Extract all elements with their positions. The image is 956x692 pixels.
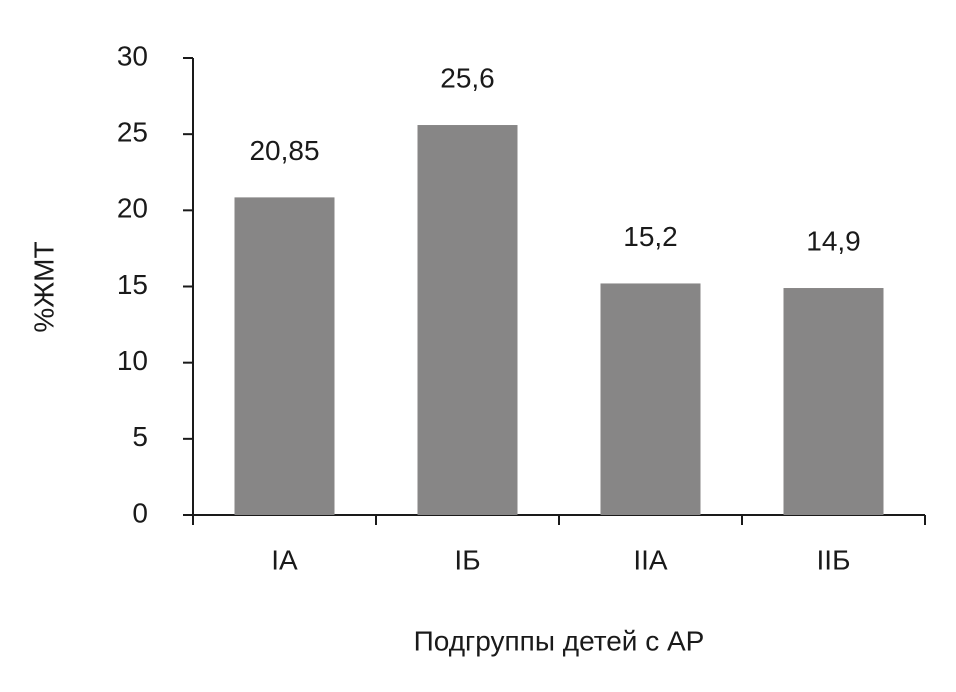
value-label: 14,9 — [806, 225, 861, 256]
x-tick-label: IIA — [633, 544, 668, 575]
x-tick-label: IIБ — [817, 544, 851, 575]
y-tick-label: 5 — [132, 421, 148, 452]
value-label: 20,85 — [249, 135, 319, 166]
y-tick-label: 30 — [117, 40, 148, 71]
y-tick-label: 25 — [117, 117, 148, 148]
y-tick-label: 20 — [117, 193, 148, 224]
x-axis-label: Подгруппы детей с АР — [414, 625, 705, 656]
value-label: 25,6 — [440, 62, 495, 93]
y-tick-label: 10 — [117, 345, 148, 376]
bar — [234, 197, 335, 515]
x-tick-label: IA — [271, 544, 298, 575]
y-axis-label: %ЖМТ — [28, 241, 59, 332]
bar — [417, 125, 518, 515]
y-tick-label: 0 — [132, 497, 148, 528]
bar — [783, 288, 884, 515]
x-tick-label: IБ — [454, 544, 480, 575]
bar — [600, 283, 701, 515]
y-tick-label: 15 — [117, 269, 148, 300]
value-label: 15,2 — [623, 221, 678, 252]
